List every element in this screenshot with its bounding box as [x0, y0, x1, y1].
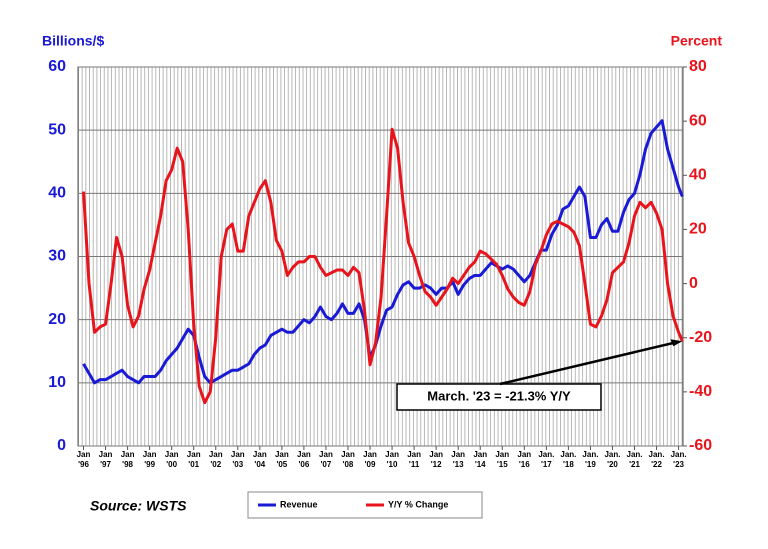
- x-tick-label: Jan '98: [121, 450, 135, 469]
- y2-tick-label: 20: [689, 221, 707, 238]
- y-tick-label: 50: [48, 121, 66, 138]
- legend-label: Revenue: [280, 499, 318, 509]
- x-tick-label: Jan. '19: [582, 450, 598, 469]
- y2-tick-label: 40: [689, 167, 707, 184]
- x-tick-label: Jan '11: [407, 450, 421, 469]
- series-line: [82, 119, 684, 385]
- x-tick-label: Jan '14: [473, 450, 487, 469]
- legend-label: Y/Y % Change: [388, 499, 448, 509]
- x-tick-label: Jan '04: [253, 450, 267, 469]
- annotation-arrowhead: [670, 339, 683, 347]
- x-tick-label: Jan '10: [385, 450, 399, 469]
- y2-tick-label: -40: [689, 383, 712, 400]
- x-tick-label: Jan. '18: [560, 450, 576, 469]
- y-tick-label: 60: [48, 58, 66, 75]
- x-tick-label: Jan '06: [297, 450, 311, 469]
- x-tick-label: Jan '09: [363, 450, 377, 469]
- y-tick-label: 40: [48, 185, 66, 202]
- x-tick-label: Jan '99: [143, 450, 157, 469]
- y2-tick-label: 0: [689, 275, 698, 292]
- y-tick-label: 0: [57, 437, 66, 454]
- source: Source: WSTS: [90, 498, 187, 514]
- x-tick-label: Jan '96: [77, 450, 91, 469]
- annotation-box: [396, 383, 602, 411]
- x-tick-label: Jan. '22: [649, 450, 665, 469]
- x-tick-label: Jan '05: [275, 450, 289, 469]
- y-tick-label: 10: [48, 374, 66, 391]
- series-line: [82, 127, 684, 405]
- y2-tick-label: 60: [689, 112, 707, 129]
- x-tick-label: Jan '15: [495, 450, 509, 469]
- y2-axis-label: Percent: [671, 33, 723, 49]
- x-tick-label: Jan '97: [99, 450, 113, 469]
- y-tick-label: 30: [48, 248, 66, 265]
- x-tick-label: Jan '02: [209, 450, 223, 469]
- x-tick-label: Jan '16: [517, 450, 531, 469]
- x-tick-label: Jan. '21: [627, 450, 643, 469]
- x-tick-label: Jan '01: [187, 450, 201, 469]
- x-tick-label: Jan '03: [231, 450, 245, 469]
- x-tick-label: Jan '12: [429, 450, 443, 469]
- annotation-arrow: [499, 341, 677, 386]
- x-tick-label: Jan. '23: [671, 450, 687, 469]
- x-tick-label: Jan '13: [451, 450, 465, 469]
- y-axis-label: Billions/$: [42, 33, 104, 49]
- annotation: March. '23 = -21.3% Y/Y: [427, 388, 571, 403]
- x-tick-label: Jan '00: [165, 450, 179, 469]
- y2-tick-label: -60: [689, 437, 712, 454]
- x-tick-label: Jan '07: [319, 450, 333, 469]
- y2-tick-label: 80: [689, 58, 707, 75]
- legend-box: [247, 491, 483, 519]
- x-tick-label: Jan '08: [341, 450, 355, 469]
- y-tick-label: 20: [48, 311, 66, 328]
- y2-tick-label: -20: [689, 329, 712, 346]
- x-tick-label: Jan. '17: [538, 450, 554, 469]
- x-tick-label: Jan. '20: [604, 450, 620, 469]
